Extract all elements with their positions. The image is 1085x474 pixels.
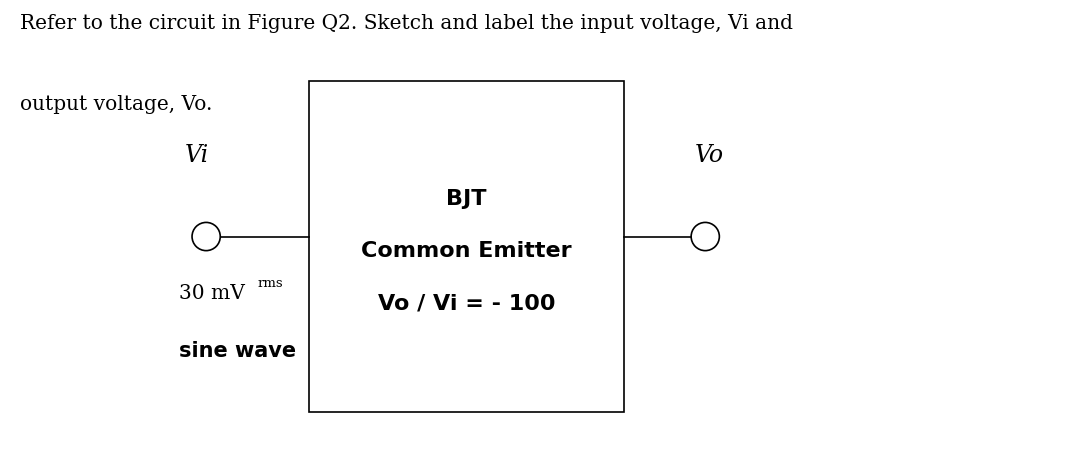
Text: sine wave: sine wave: [179, 341, 296, 361]
Ellipse shape: [691, 222, 719, 251]
Text: BJT: BJT: [446, 189, 487, 209]
Text: rms: rms: [257, 277, 283, 290]
Ellipse shape: [192, 222, 220, 251]
Text: Vo: Vo: [694, 145, 724, 167]
Text: Vo / Vi = - 100: Vo / Vi = - 100: [378, 293, 556, 313]
Text: 30 mV: 30 mV: [179, 284, 245, 303]
Text: Vi: Vi: [184, 145, 208, 167]
Text: output voltage, Vo.: output voltage, Vo.: [20, 95, 212, 114]
Bar: [309, 81, 624, 412]
Text: Refer to the circuit in Figure Q2. Sketch and label the input voltage, Vi and: Refer to the circuit in Figure Q2. Sketc…: [20, 14, 792, 33]
Text: Common Emitter: Common Emitter: [361, 241, 572, 261]
